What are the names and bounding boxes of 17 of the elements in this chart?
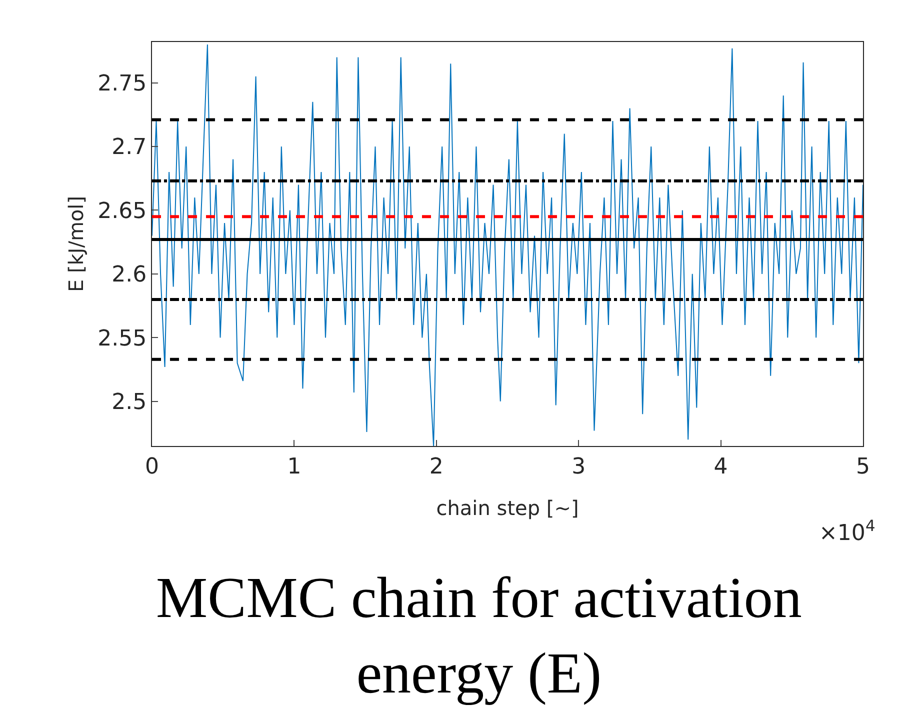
y-tick-label: 2.7 [112, 135, 147, 160]
x-tick-label: 0 [145, 454, 159, 480]
text: ×10$^{4}$ [819, 517, 876, 546]
x-tick-label: 1 [287, 454, 302, 480]
text: MCMC chain for activation energy (E) [156, 565, 802, 706]
y-tick-label: 2.65 [98, 198, 147, 224]
y-tick-label: 2.55 [98, 326, 147, 352]
x-tick-label: 5 [856, 454, 870, 480]
x-tick-label: 2 [429, 454, 444, 480]
y-tick-label: 2.5 [112, 390, 147, 416]
x-tick-label: 4 [714, 454, 728, 480]
x-tick-label: 3 [572, 454, 586, 480]
x-axis-title: chain step [~] [436, 496, 579, 520]
y-axis-title: E [kJ/mol] [64, 196, 88, 292]
y-tick-label: 2.6 [112, 262, 147, 288]
line-series [152, 44, 863, 446]
y-tick-label: 2.75 [98, 71, 147, 96]
